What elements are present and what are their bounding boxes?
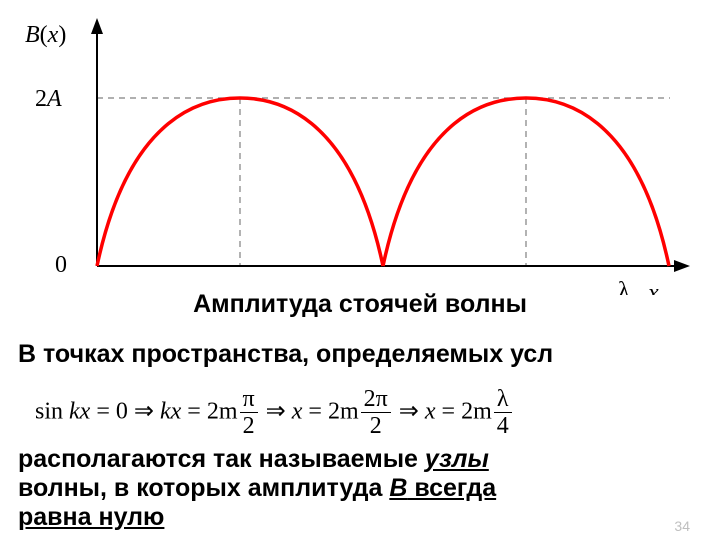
formula-x2: x <box>425 398 436 424</box>
slide-title: Амплитуда стоячей волны <box>0 290 720 319</box>
frac-2pi-2: 2π2 <box>361 386 391 440</box>
formula-2m-3: 2m <box>461 398 492 424</box>
t2-part1: располагаются так называемые <box>18 445 425 473</box>
frac-pi-2: π2 <box>240 386 258 440</box>
den-4: 4 <box>494 413 512 439</box>
x-axis-arrow <box>674 260 690 272</box>
formula-kx2: kx <box>160 398 181 424</box>
t2-always: всегда <box>407 474 496 502</box>
formula: sin kx = 0 ⇒ kx = 2mπ2 ⇒ x = 2m2π2 ⇒ x =… <box>35 386 715 440</box>
origin-label: 0 <box>55 252 67 278</box>
den-2: 2 <box>240 413 258 439</box>
formula-2m-2: 2m <box>328 398 359 424</box>
formula-eq3: = <box>436 398 462 424</box>
formula-arrow1: ⇒ <box>128 398 160 424</box>
den-2b: 2 <box>361 413 391 439</box>
t2-B: B <box>389 474 407 502</box>
formula-eq1: = <box>181 398 207 424</box>
t2-part3: равна нулю <box>18 503 164 531</box>
formula-eq2: = <box>302 398 328 424</box>
t2-part2a: волны, в которых амплитуда <box>18 474 389 502</box>
tick-2a: 2A <box>35 86 62 112</box>
y-axis-arrow <box>91 18 103 34</box>
page-number: 34 <box>674 518 690 534</box>
y-axis-label: B(x) <box>25 22 66 48</box>
amplitude-chart: B(x) 2A 0 λ x <box>0 0 720 295</box>
formula-arrow3: ⇒ <box>393 398 425 424</box>
num-2pi: 2π <box>361 386 391 413</box>
num-lambda: λ <box>494 386 512 413</box>
formula-2m-1: 2m <box>207 398 238 424</box>
formula-arrow2: ⇒ <box>260 398 292 424</box>
text-line-1: В точках пространства, определяемых усл <box>18 340 718 369</box>
num-pi: π <box>240 386 258 413</box>
t2-uzly: узлы <box>425 445 489 473</box>
t2-B-underline: B всегда <box>389 474 496 502</box>
text-block-2: располагаются так называемые узлы волны,… <box>18 445 718 531</box>
formula-eq0: = 0 <box>90 398 128 424</box>
formula-sin: sin <box>35 398 63 424</box>
formula-x1: x <box>292 398 303 424</box>
formula-kx1: kx <box>69 398 90 424</box>
frac-lambda-4: λ4 <box>494 386 512 440</box>
